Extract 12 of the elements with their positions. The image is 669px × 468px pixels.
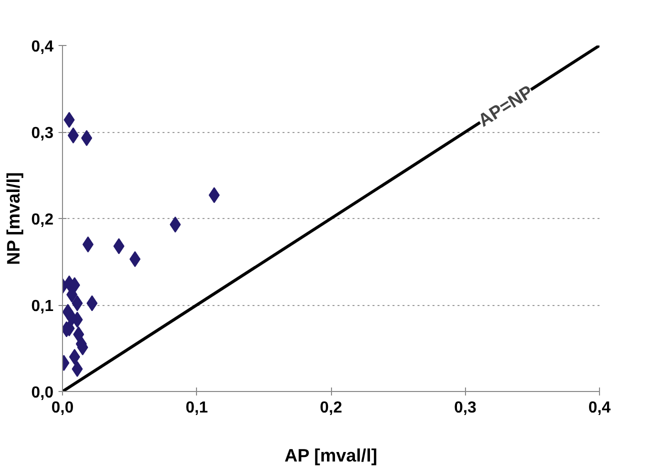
y-tick-label: 0,1: [31, 298, 54, 315]
y-tick-label: 0,0: [31, 384, 54, 402]
y-tick-label: 0,2: [31, 212, 54, 228]
x-tick-label: 0,0: [51, 400, 74, 416]
x-axis-title: AP [mval/l]: [284, 446, 378, 466]
x-tick-label: 0,3: [454, 400, 476, 416]
y-tick-label: 0,3: [31, 125, 54, 142]
y-tick-label: 0,4: [31, 38, 54, 56]
x-tick-label: 0,1: [186, 400, 208, 416]
y-axis-title: NP [mval/l]: [3, 172, 24, 266]
x-tick-label: 0,4: [588, 400, 611, 416]
x-tick-label: 0,2: [320, 400, 342, 416]
